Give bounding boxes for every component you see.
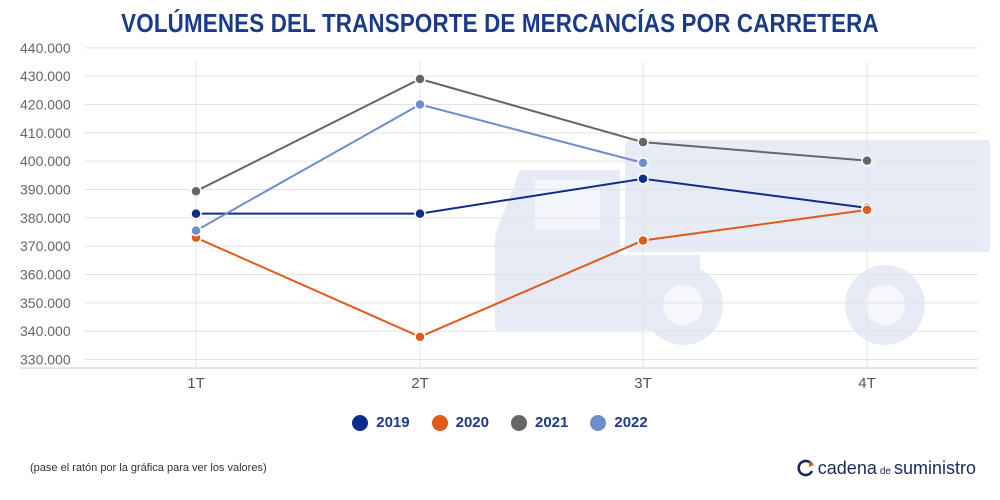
x-tick-label: 1T xyxy=(187,375,205,392)
legend-item-2019[interactable]: 2019 xyxy=(352,414,410,431)
series-line-2019 xyxy=(196,177,868,215)
series-line-2021 xyxy=(195,77,868,193)
legend-marker xyxy=(431,414,448,431)
y-tick-label: 360.000 xyxy=(20,267,71,283)
legend-item-2020[interactable]: 2020 xyxy=(431,414,489,431)
brand-word-suministro: suministro xyxy=(893,458,976,478)
y-tick-label: 350.000 xyxy=(20,295,71,311)
y-tick-label: 380.000 xyxy=(20,210,71,226)
series-line-2020 xyxy=(195,208,868,338)
x-tick-label: 2T xyxy=(411,375,429,392)
data-point-2020[interactable] xyxy=(414,331,426,343)
data-point-2020[interactable] xyxy=(861,204,873,216)
data-point-2021[interactable] xyxy=(637,136,649,148)
line-chart: 440.000 430.000 420.000 410.000 400.000 390.0… xyxy=(20,40,990,392)
footnote: (pase el ratón por la gráfica para ver l… xyxy=(30,462,267,474)
data-point-2021[interactable] xyxy=(861,154,873,167)
y-tick-label: 370.000 xyxy=(20,238,71,254)
x-tick-label: 3T xyxy=(634,375,652,392)
y-tick-label: 440.000 xyxy=(20,40,71,56)
brand-word-cadena: cadena xyxy=(817,458,877,478)
legend-item-2021[interactable]: 2021 xyxy=(511,414,568,431)
y-tick-label: 330.000 xyxy=(20,352,71,368)
legend-label: 2021 xyxy=(535,414,569,431)
chart-title: VOLÚMENES DEL TRANSPORTE DE MERCANCÍAS P… xyxy=(121,8,879,38)
brand-word-de: de xyxy=(879,466,891,477)
data-point-2021[interactable] xyxy=(414,73,426,85)
y-tick-label: 430.000 xyxy=(20,68,71,84)
truck-icon xyxy=(495,140,990,345)
legend-label: 2022 xyxy=(614,414,648,431)
x-tick-label: 4T xyxy=(858,375,876,392)
data-point-2022[interactable] xyxy=(190,224,202,237)
y-tick-label: 400.000 xyxy=(20,153,71,169)
y-tick-label: 390.000 xyxy=(20,182,71,198)
y-tick-label: 410.000 xyxy=(20,125,71,141)
legend-marker xyxy=(352,414,369,431)
brand-logo: cadena de suministro xyxy=(797,456,976,479)
legend-item-2022[interactable]: 2022 xyxy=(590,414,648,431)
data-point-2022[interactable] xyxy=(414,98,426,111)
data-point-2019[interactable] xyxy=(190,207,202,220)
legend-label: 2019 xyxy=(376,414,410,431)
data-point-2022[interactable] xyxy=(637,157,649,169)
brand-logo-icon xyxy=(797,459,814,477)
legend-label: 2020 xyxy=(455,414,489,431)
data-point-2019[interactable] xyxy=(414,207,426,220)
legend-marker xyxy=(511,414,527,431)
legend: 2019 2020 2021 2022 xyxy=(0,414,1000,431)
data-point-2019[interactable] xyxy=(637,172,649,185)
data-point-2020[interactable] xyxy=(637,234,649,247)
y-tick-label: 340.000 xyxy=(20,323,71,339)
legend-marker xyxy=(590,414,607,431)
y-tick-label: 420.000 xyxy=(20,97,71,113)
data-point-2021[interactable] xyxy=(190,185,202,197)
